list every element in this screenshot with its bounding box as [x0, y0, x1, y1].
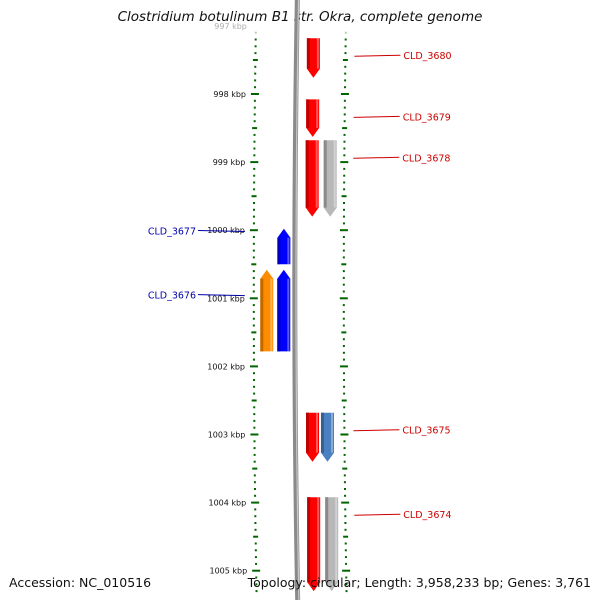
axis-tick-label: 1004 kbp	[208, 499, 246, 508]
gene-arrow[interactable]	[323, 140, 337, 217]
gene-arrow-highlight	[315, 140, 318, 208]
backbone-line	[292, 0, 301, 600]
genome-backbone	[292, 0, 301, 600]
gene-arrow-highlight	[317, 497, 320, 583]
gene-arrow-highlight	[316, 412, 318, 453]
gene-arrow-highlight	[316, 99, 319, 128]
gene-arrow-highlight	[287, 278, 290, 352]
gene-label-leader	[197, 230, 245, 232]
gene-label[interactable]: CLD_3675	[402, 426, 450, 437]
axis-tick-label: 1003 kbp	[208, 431, 246, 440]
feature-layer	[260, 38, 339, 592]
gene-arrow[interactable]	[260, 269, 274, 352]
gene-arrow-shade	[260, 278, 264, 352]
gene-arrow-highlight	[331, 412, 333, 453]
gene-label-leader	[354, 513, 401, 516]
gene-arrow-shade	[277, 278, 281, 352]
gene-arrow-highlight	[333, 140, 336, 208]
gene-label[interactable]: CLD_3679	[403, 112, 451, 123]
axis-tick-label: 1001 kbp	[207, 294, 245, 303]
gene-arrow-shade	[321, 412, 324, 453]
gene-label[interactable]: CLD_3674	[403, 510, 451, 521]
gene-label[interactable]: CLD_3680	[403, 51, 451, 62]
gene-arrow[interactable]	[307, 497, 321, 592]
map-title: Clostridium botulinum B1 str. Okra, comp…	[117, 9, 483, 25]
gene-label[interactable]: CLD_3676	[148, 291, 196, 302]
gene-arrow-shade	[307, 497, 311, 583]
gene-arrow-shade	[306, 412, 309, 453]
axis-tick-label: 1002 kbp	[207, 362, 245, 371]
gene-label-leader	[353, 156, 400, 159]
gene-label-leader	[353, 429, 400, 432]
gene-arrow[interactable]	[325, 497, 339, 592]
gene-label[interactable]: CLD_3678	[402, 153, 450, 164]
axis-tick-label: 999 kbp	[213, 158, 246, 167]
genome-summary-text: Topology: circular; Length: 3,958,233 bp…	[247, 575, 591, 590]
gene-arrow[interactable]	[305, 140, 319, 217]
gene-arrow-highlight	[316, 38, 319, 69]
gene-arrow-shade	[325, 497, 329, 583]
gene-arrow-shade	[277, 237, 281, 265]
gene-arrow[interactable]	[306, 99, 320, 137]
gene-arrow[interactable]	[277, 269, 291, 352]
gene-arrow-highlight	[335, 497, 338, 583]
gene-label[interactable]: CLD_3677	[148, 227, 196, 238]
gene-arrow[interactable]	[306, 412, 319, 462]
accession-text: Accession: NC_010516	[9, 575, 152, 590]
gene-arrow[interactable]	[306, 38, 320, 78]
gene-arrow[interactable]	[277, 228, 291, 265]
gene-label-leader	[353, 115, 400, 118]
gene-arrow-shade	[306, 38, 310, 69]
axis-tick-label: 997 kbp	[214, 22, 247, 31]
gene-label-leader	[354, 54, 401, 57]
gene-label-leader	[197, 294, 245, 297]
gene-arrow-highlight	[270, 278, 273, 352]
gene-arrow-shade	[305, 140, 309, 208]
gene-arrow-highlight	[287, 237, 290, 265]
gene-arrow[interactable]	[321, 412, 334, 462]
gene-arrow-shade	[323, 140, 327, 208]
axis-tick-label: 998 kbp	[213, 90, 246, 99]
axis-tick-label: 1005 kbp	[209, 567, 247, 576]
gene-arrow-shade	[306, 99, 310, 128]
backbone-highlight	[295, 0, 300, 600]
label-layer: CLD_3680 CLD_3679 CLD_3678 CLD_3677 CLD_3676…	[148, 51, 452, 521]
